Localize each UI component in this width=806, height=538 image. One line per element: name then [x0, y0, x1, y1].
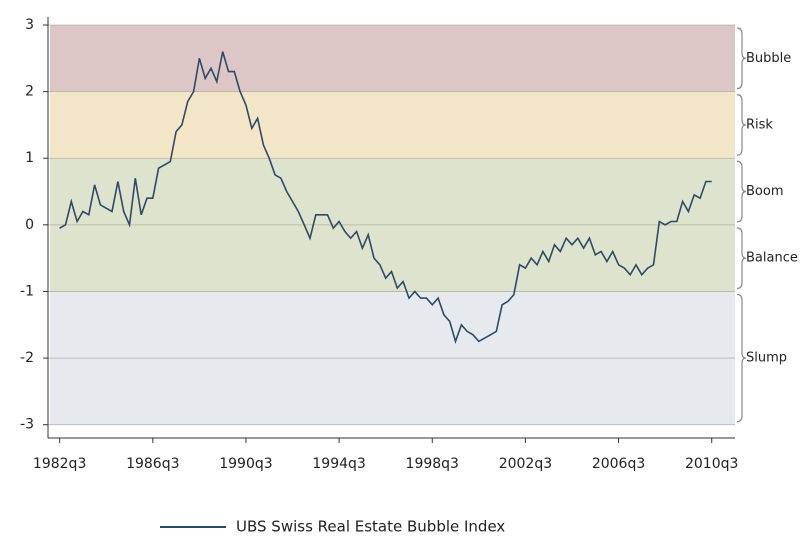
zone-bracket — [736, 160, 747, 223]
x-tick-label: 2002q3 — [499, 456, 552, 472]
legend-text: UBS Swiss Real Estate Bubble Index — [236, 518, 505, 536]
data-line — [59, 51, 712, 345]
x-tick-label: 1990q3 — [219, 456, 272, 472]
x-tick-label: 1998q3 — [406, 456, 459, 472]
zone-band — [50, 91, 735, 159]
zone-bracket — [736, 293, 747, 423]
x-tick-label: 2010q3 — [685, 456, 738, 472]
zone-label: Bubble — [746, 51, 791, 66]
zone-label: Risk — [746, 117, 773, 132]
zone-band — [50, 25, 735, 92]
zone-label: Boom — [746, 184, 784, 199]
x-tick-label: 1994q3 — [312, 456, 365, 472]
y-tick-label: 3 — [25, 17, 34, 33]
zone-bracket — [736, 94, 747, 156]
y-tick-label: -1 — [20, 283, 34, 299]
x-tick-label: 1982q3 — [33, 456, 86, 472]
zone-bracket — [736, 227, 747, 290]
y-tick-label: 2 — [25, 84, 34, 100]
zone-band — [50, 158, 735, 225]
y-tick-label: -3 — [20, 417, 34, 433]
x-tick-label: 1986q3 — [126, 456, 179, 472]
zone-label: Slump — [746, 351, 787, 366]
zone-band — [50, 224, 735, 292]
y-tick-label: 1 — [25, 150, 34, 166]
y-tick-label: -2 — [20, 350, 34, 366]
zone-bracket — [736, 27, 747, 90]
x-tick-label: 2006q3 — [592, 456, 645, 472]
zone-label: Balance — [746, 251, 798, 266]
y-tick-label: 0 — [25, 217, 34, 233]
